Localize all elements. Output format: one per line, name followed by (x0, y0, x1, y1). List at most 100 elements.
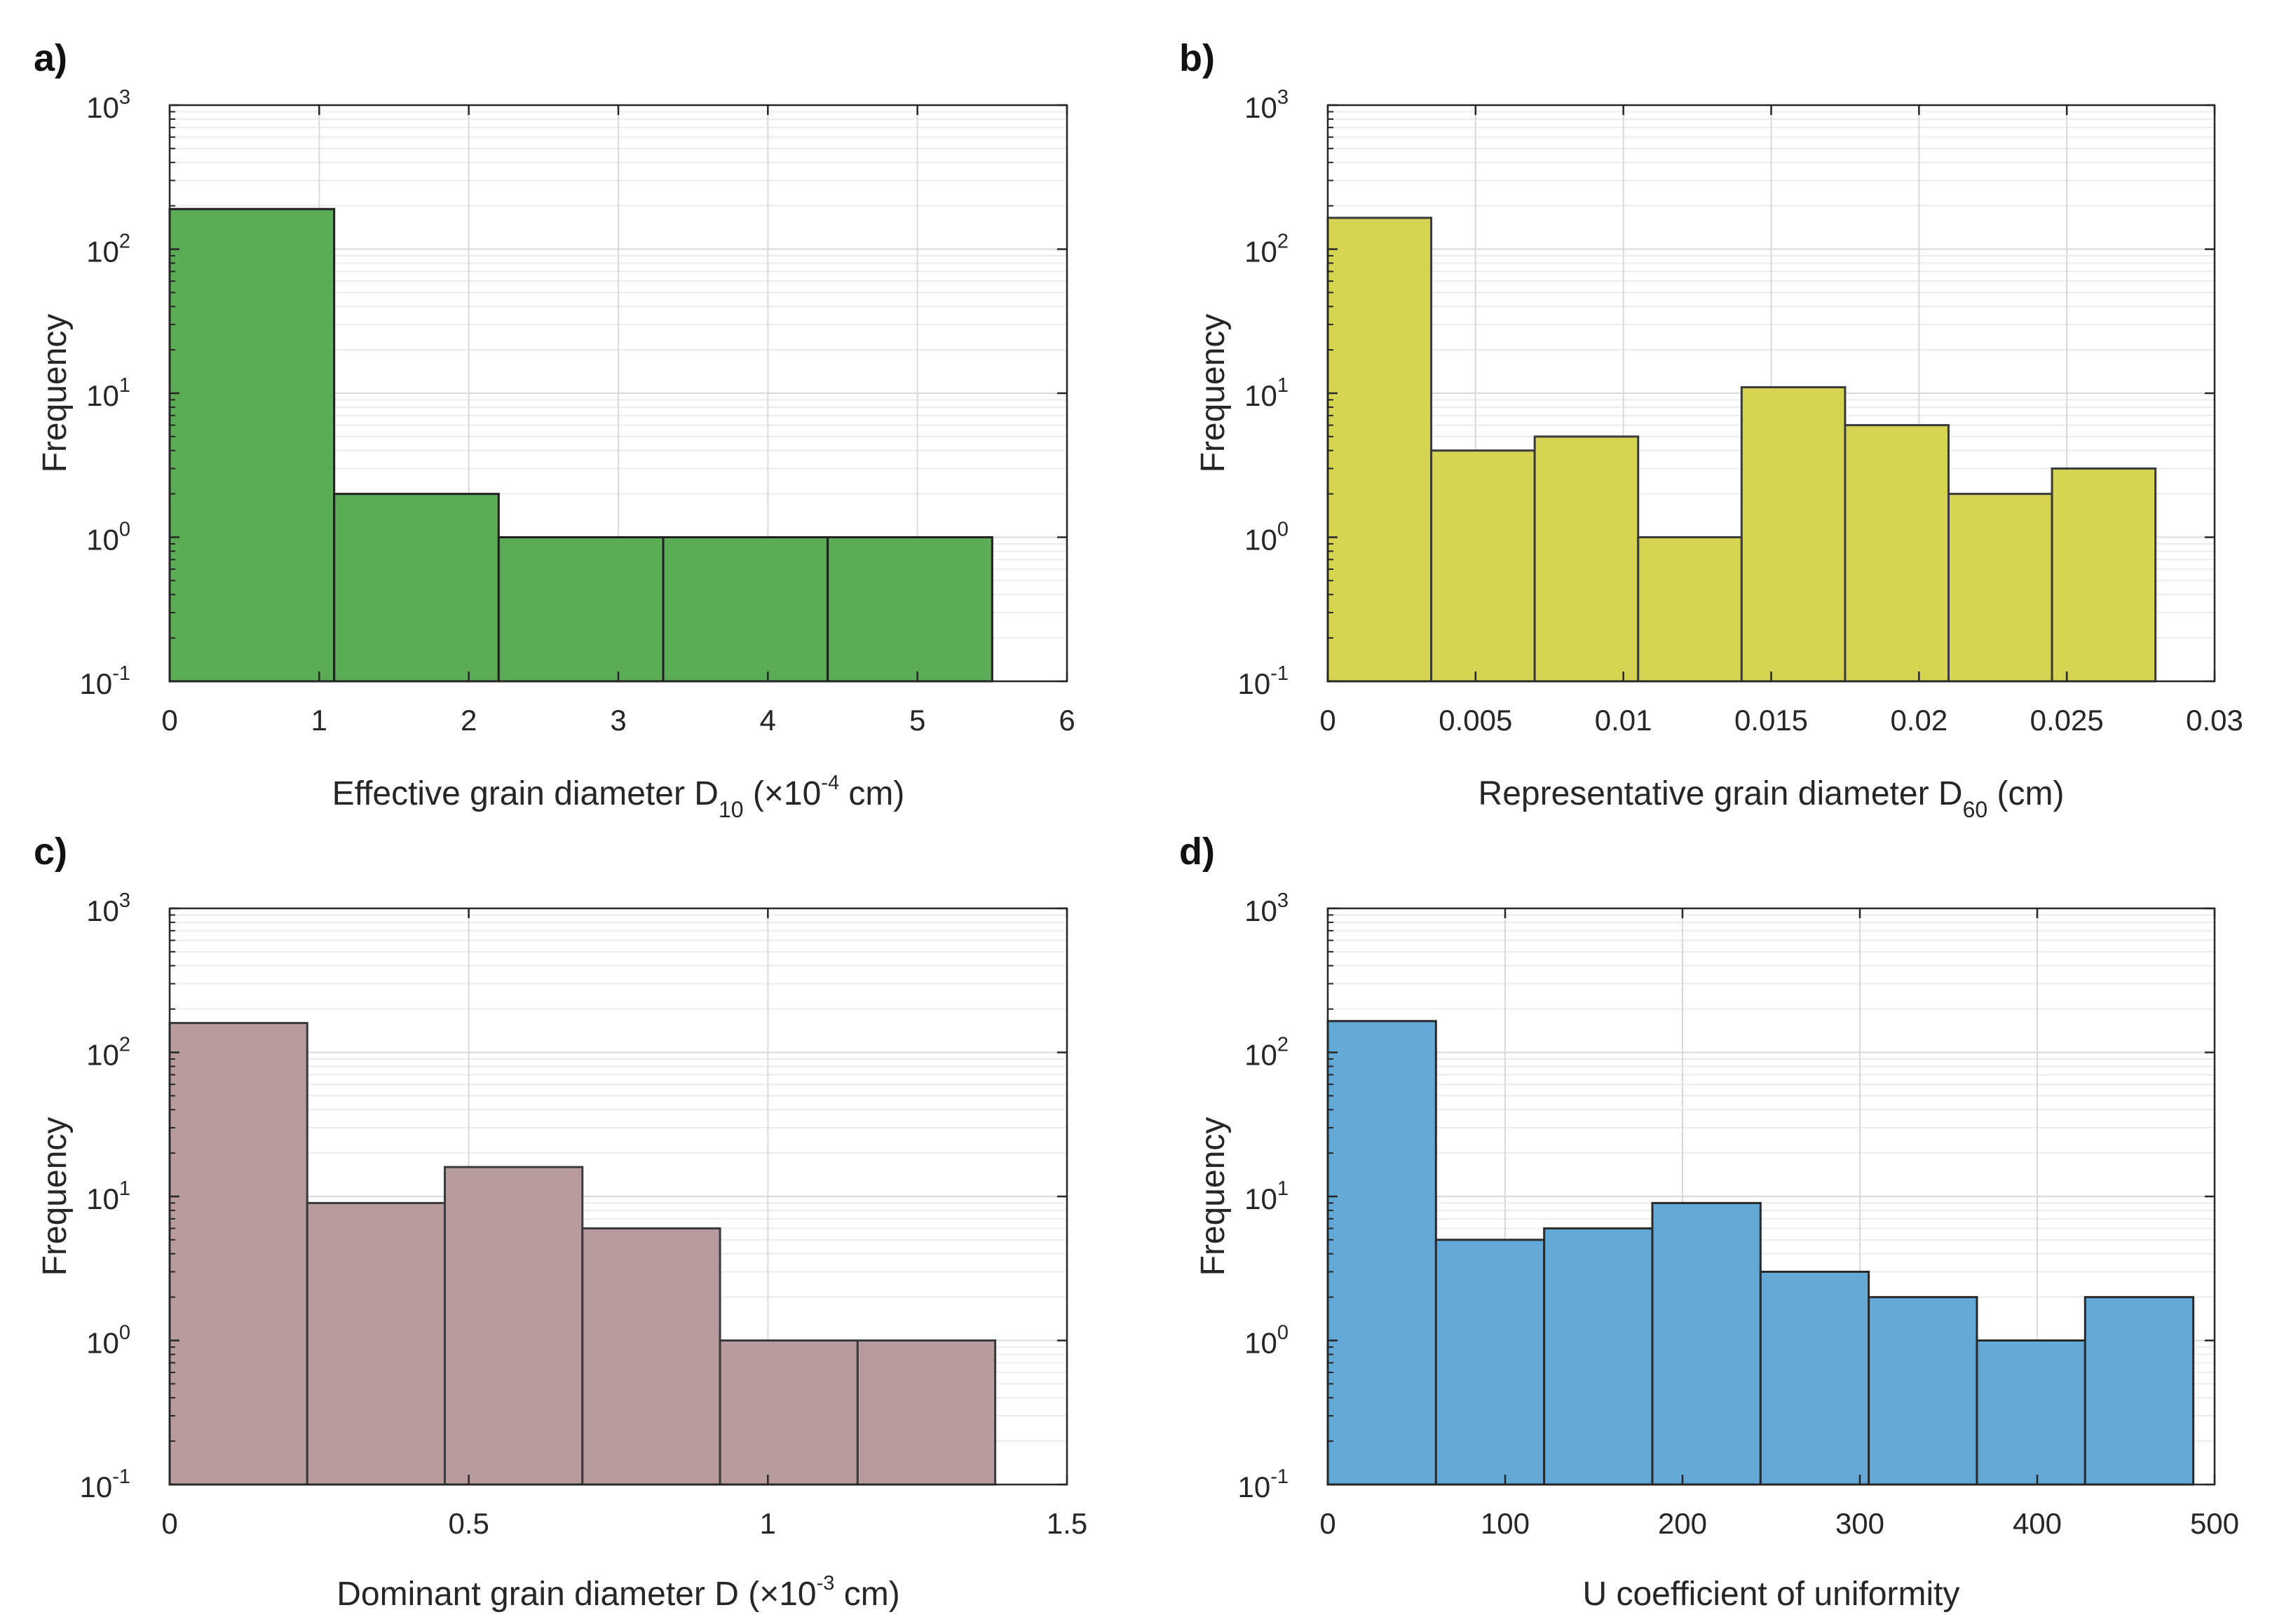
histogram-bar-2 (1533, 435, 1640, 683)
histogram-bar-6 (1976, 1339, 2086, 1486)
x-tick-label: 0.005 (1439, 704, 1512, 737)
y-tick-label: 103 (86, 889, 130, 927)
y-tick-exponent: -1 (1270, 662, 1289, 685)
histogram-bar-1 (306, 1201, 447, 1486)
y-axis-label: Frequency (1195, 314, 1232, 473)
histogram-bar-7 (2083, 1296, 2195, 1486)
histogram-bar-1 (333, 493, 500, 683)
x-tick-label: 1.5 (1047, 1507, 1087, 1540)
y-tick-label: 102 (86, 231, 130, 268)
histogram-bar-4 (719, 1339, 859, 1486)
y-tick-label: 103 (1244, 86, 1289, 124)
y-tick-label: 10-1 (1237, 1466, 1289, 1503)
y-tick-exponent: 0 (119, 1322, 130, 1344)
histogram-bar-1 (1434, 1239, 1546, 1486)
x-tick-label: 4 (760, 704, 776, 737)
y-tick-label: 101 (1244, 374, 1289, 412)
x-tick-label: 300 (1835, 1507, 1884, 1540)
y-tick-label: 101 (86, 374, 130, 412)
y-axis-label: Frequency (36, 1117, 74, 1276)
histogram-bar-3 (1651, 1201, 1762, 1486)
panel-b: b) 0 0.005 0.01 0.015 0.02 0.025 0.03 10-1 100 10… (1146, 0, 2291, 822)
x-tick-label: 500 (2190, 1507, 2239, 1540)
histogram-bar-5 (1868, 1296, 1978, 1486)
y-tick-exponent: 0 (119, 519, 130, 541)
x-tick-label: 3 (610, 704, 626, 737)
x-axis-label-close: (cm) (1987, 775, 2064, 812)
histogram-bar-2 (444, 1166, 584, 1486)
y-tick-exponent: 2 (119, 231, 130, 253)
x-axis-label-times: × (759, 1576, 779, 1613)
x-tick-label: 0.025 (2030, 704, 2104, 737)
y-tick-base: 10 (1244, 1039, 1277, 1072)
x-tick-label: 0.5 (448, 1507, 489, 1540)
y-tick-base: 10 (86, 379, 119, 412)
y-tick-label: 102 (86, 1034, 130, 1072)
y-tick-exponent: 3 (119, 889, 130, 912)
y-tick-base: 10 (86, 894, 119, 927)
y-tick-base: 10 (86, 524, 119, 557)
y-tick-label: 10-1 (79, 1466, 130, 1503)
y-tick-exponent: -1 (112, 662, 130, 685)
histogram-bar-4 (1740, 385, 1847, 683)
y-tick-label: 10-1 (1237, 662, 1289, 700)
y-tick-label: 100 (86, 1322, 130, 1360)
histogram-bar-2 (497, 536, 665, 683)
y-tick-exponent: 1 (119, 374, 130, 397)
x-tick-label: 6 (1059, 704, 1075, 737)
x-tick-label: 0.015 (1734, 704, 1808, 737)
histogram-chart-a: 0 1 2 3 4 5 610-1100101102103FrequencyEffectiv… (36, 86, 1075, 822)
histogram-bar-4 (827, 536, 993, 683)
y-tick-base: 10 (86, 1039, 119, 1072)
x-tick-label: 1 (760, 1507, 776, 1540)
y-tick-base: 10 (86, 91, 119, 124)
histogram-chart-b: 0 0.005 0.01 0.015 0.02 0.025 0.0310-110010110… (1195, 86, 2243, 822)
x-axis-label-paren: ( (739, 1576, 759, 1613)
x-tick-label: 0 (1319, 1507, 1335, 1540)
x-axis-label-main: Representative grain diameter D (1478, 775, 1963, 812)
y-tick-exponent: 3 (1277, 86, 1289, 109)
x-axis-label-base: 10 (784, 775, 821, 812)
x-axis-label-main: Dominant grain diameter D (336, 1576, 739, 1613)
y-tick-label: 103 (1244, 889, 1289, 927)
histogram-bar-0 (1326, 1020, 1437, 1486)
y-tick-base: 10 (86, 236, 119, 268)
y-tick-label: 102 (1244, 1034, 1289, 1072)
y-tick-base: 10 (79, 1471, 112, 1503)
x-tick-label: 0.01 (1595, 704, 1652, 737)
y-tick-exponent: 1 (1277, 1178, 1289, 1200)
y-tick-label: 103 (86, 86, 130, 124)
y-tick-base: 10 (1244, 894, 1277, 927)
x-axis-label-base: 10 (779, 1576, 816, 1613)
panel-c: c) 0 0.5 1 1.5 10-1 100 101 102 103 Frequency Domi… (0, 812, 1146, 1623)
x-axis-label-exponent: -3 (817, 1572, 835, 1595)
x-axis-label-unit: cm (834, 1576, 888, 1613)
panel-d: d) 0 100 200 300 400 500 10-1 100 101 102 103 Frequ… (1146, 812, 2291, 1623)
panel-label-a: a) (34, 37, 68, 79)
panel-label-d: d) (1179, 831, 1215, 873)
x-axis-label-times: × (764, 775, 784, 812)
y-tick-label: 100 (1244, 1322, 1289, 1360)
x-axis-label: U coefficient of uniformity (1582, 1576, 1959, 1613)
x-tick-label: 0 (1319, 704, 1335, 737)
histogram-bar-0 (1326, 217, 1433, 683)
histogram-bar-2 (1543, 1227, 1654, 1486)
y-tick-exponent: 2 (1277, 1034, 1289, 1056)
x-tick-label: 100 (1481, 1507, 1530, 1540)
panel-label-b: b) (1179, 37, 1215, 79)
x-tick-label: 400 (2013, 1507, 2062, 1540)
histogram-bar-0 (168, 207, 336, 683)
y-tick-exponent: 0 (1277, 1322, 1289, 1344)
y-tick-base: 10 (1244, 236, 1277, 268)
x-axis-label-unit: cm (839, 775, 893, 812)
panel-a: a) 0 1 2 3 4 5 6 10-1 100 101 102 103 Frequency Effec… (0, 0, 1146, 822)
x-axis-label: Effective grain diameter D10 (×10-4 cm) (332, 772, 905, 822)
y-tick-label: 102 (1244, 231, 1289, 268)
x-axis-label-paren: ( (744, 775, 764, 812)
y-tick-base: 10 (79, 667, 112, 700)
x-axis-label-main: U coefficient of uniformity (1582, 1576, 1959, 1613)
x-axis-label-main: Effective grain diameter D (332, 775, 719, 812)
histogram-bar-0 (168, 1022, 308, 1486)
y-tick-base: 10 (1244, 91, 1277, 124)
x-tick-label: 0.02 (1890, 704, 1947, 737)
